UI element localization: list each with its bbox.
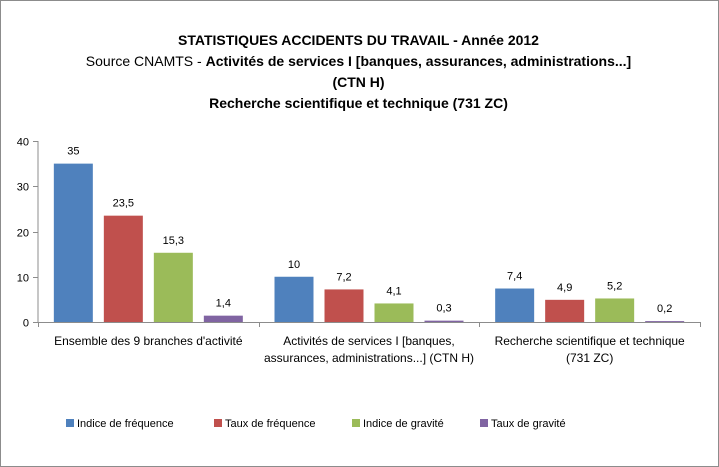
title-line-4: Recherche scientifique et technique (731…: [209, 95, 508, 111]
category-label: Activités de services I [banques,: [283, 334, 454, 348]
bar: [153, 252, 193, 322]
data-label: 0,2: [657, 303, 672, 315]
y-tick-label: 10: [17, 273, 29, 285]
y-tick-label: 30: [17, 182, 29, 194]
category-label: Recherche scientifique et technique: [495, 334, 685, 348]
title-line-3: (CTN H): [332, 74, 385, 90]
title-line-2: Source CNAMTS - Activités de services I …: [0, 51, 717, 72]
bar: [374, 303, 414, 322]
legend-label: Taux de gravité: [491, 418, 566, 430]
legend-label: Taux de fréquence: [225, 418, 316, 430]
legend-swatch: [352, 419, 360, 427]
data-label: 7,2: [336, 271, 351, 283]
bar: [424, 320, 464, 322]
bar: [595, 298, 635, 322]
axis-layer: 0 10 20 30 40: [17, 137, 701, 330]
data-label: 1,4: [216, 298, 231, 310]
bar: [53, 163, 93, 322]
legend-label: Indice de fréquence: [77, 418, 174, 430]
legend-swatch: [214, 419, 222, 427]
bar: [645, 321, 685, 322]
bar: [274, 276, 314, 322]
y-tick-label: 40: [17, 137, 29, 149]
data-label: 23,5: [113, 198, 134, 210]
bar: [103, 215, 143, 322]
legend-swatch: [66, 419, 74, 427]
bar: [495, 288, 535, 322]
title-source-prefix: Source CNAMTS -: [85, 53, 206, 69]
title-line-1: STATISTIQUES ACCIDENTS DU TRAVAIL - Anné…: [178, 32, 539, 48]
legend-label: Indice de gravité: [363, 418, 444, 430]
category-label: (731 ZC): [566, 351, 613, 365]
data-label: 7,4: [507, 271, 522, 283]
y-tick-label: 20: [17, 228, 29, 240]
data-label: 5,2: [607, 280, 622, 292]
bar: [203, 315, 243, 322]
data-label: 4,9: [557, 282, 572, 294]
category-label: assurances, administrations...] (CTN H): [264, 351, 474, 365]
legend: Indice de fréquence Taux de fréquence Indi…: [66, 418, 566, 430]
labels-layer: 35 23,5 15,3 1,4 Ensemble des 9 branches d'a…: [54, 146, 685, 365]
data-label: 0,3: [436, 303, 451, 315]
title-sector: Activités de services I [banques, assura…: [205, 53, 632, 69]
data-label: 35: [67, 146, 79, 158]
category-label: Ensemble des 9 branches d'activité: [54, 334, 243, 348]
bar: [324, 289, 364, 322]
chart-title: STATISTIQUES ACCIDENTS DU TRAVAIL - Anné…: [0, 30, 717, 114]
legend-swatch: [480, 419, 488, 427]
bars-layer: [53, 163, 685, 322]
data-label: 4,1: [386, 285, 401, 297]
y-tick-label: 0: [23, 318, 29, 330]
data-label: 10: [288, 259, 300, 271]
bar: [545, 299, 585, 322]
data-label: 15,3: [163, 235, 184, 247]
